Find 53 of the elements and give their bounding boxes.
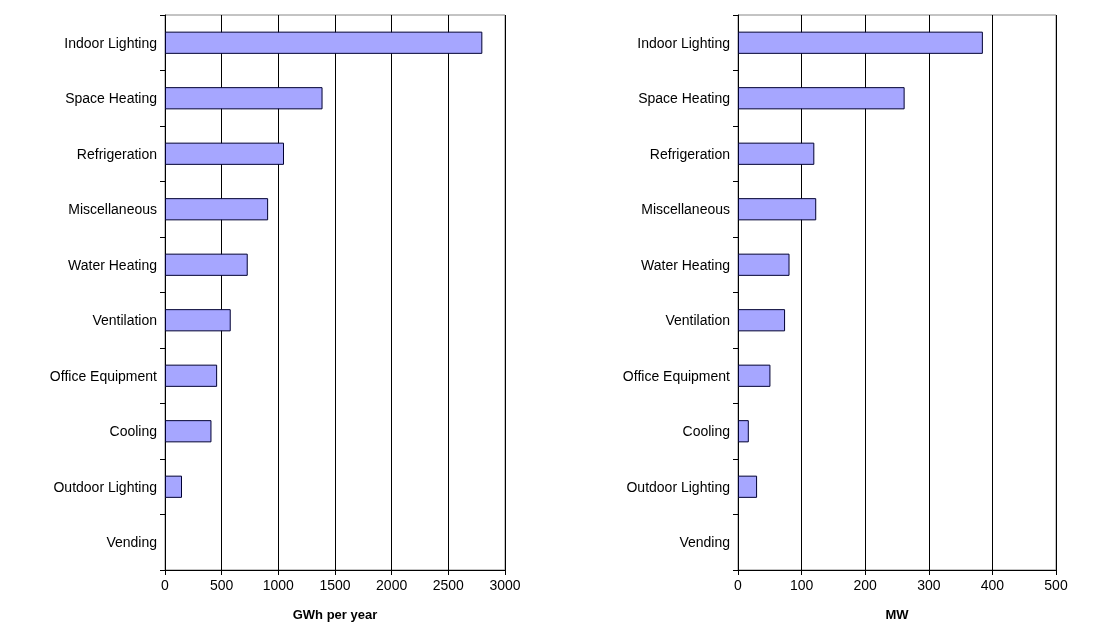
x-tick-label: 1000 xyxy=(262,577,295,593)
y-tick-label: Office Equipment xyxy=(622,367,731,384)
bar xyxy=(165,475,182,498)
y-tick-label: Indoor Lighting xyxy=(637,34,730,51)
x-tick-label: 500 xyxy=(1044,577,1068,593)
y-tick-label: Ventilation xyxy=(92,312,157,329)
x-tick-label: 300 xyxy=(917,577,941,593)
x-tick-label: 0 xyxy=(734,577,743,593)
y-tick-label: Indoor Lighting xyxy=(64,34,157,51)
x-tick-label: 2500 xyxy=(432,577,465,593)
x-tick-label: 400 xyxy=(980,577,1005,593)
y-tick-label: Miscellaneous xyxy=(68,201,157,218)
y-tick-label: Miscellaneous xyxy=(641,201,730,218)
x-tick-label: 1500 xyxy=(319,577,351,593)
y-tick-label: Vending xyxy=(106,534,157,551)
y-tick-label: Refrigeration xyxy=(649,145,730,162)
y-tick-label: Cooling xyxy=(109,423,157,440)
bar xyxy=(165,87,323,110)
y-tick-label: Space Heating xyxy=(638,90,730,107)
bar xyxy=(165,253,248,276)
bar xyxy=(738,475,758,498)
x-tick-label: 2000 xyxy=(376,577,408,593)
bar xyxy=(738,87,905,110)
x-tick-label: 500 xyxy=(209,577,234,593)
bar xyxy=(165,198,269,221)
bar xyxy=(738,198,817,221)
x-tick-label: 100 xyxy=(789,577,814,593)
x-tick-label: 3000 xyxy=(489,577,521,593)
y-tick-label: Outdoor Lighting xyxy=(53,478,157,495)
bar xyxy=(165,420,212,443)
bar xyxy=(165,309,231,332)
bar xyxy=(738,364,771,387)
x-tick-label: 200 xyxy=(853,577,878,593)
bar xyxy=(165,364,218,387)
x-tick-label: 0 xyxy=(161,577,170,593)
bar xyxy=(165,142,284,165)
bar xyxy=(738,253,790,276)
y-tick-label: Office Equipment xyxy=(49,367,158,384)
y-tick-label: Refrigeration xyxy=(76,145,157,162)
bar xyxy=(738,420,749,443)
bar xyxy=(165,31,483,54)
y-tick-label: Cooling xyxy=(682,423,730,440)
bar xyxy=(738,142,815,165)
y-tick-label: Water Heating xyxy=(641,256,730,273)
y-tick-label: Water Heating xyxy=(68,256,157,273)
x-axis-title: MW xyxy=(885,607,910,622)
y-tick-label: Outdoor Lighting xyxy=(626,478,730,495)
y-tick-label: Space Heating xyxy=(65,90,157,107)
x-axis-title: GWh per year xyxy=(292,607,378,622)
y-tick-label: Ventilation xyxy=(665,312,730,329)
y-tick-label: Vending xyxy=(679,534,730,551)
bar xyxy=(738,31,983,54)
bar xyxy=(738,309,786,332)
